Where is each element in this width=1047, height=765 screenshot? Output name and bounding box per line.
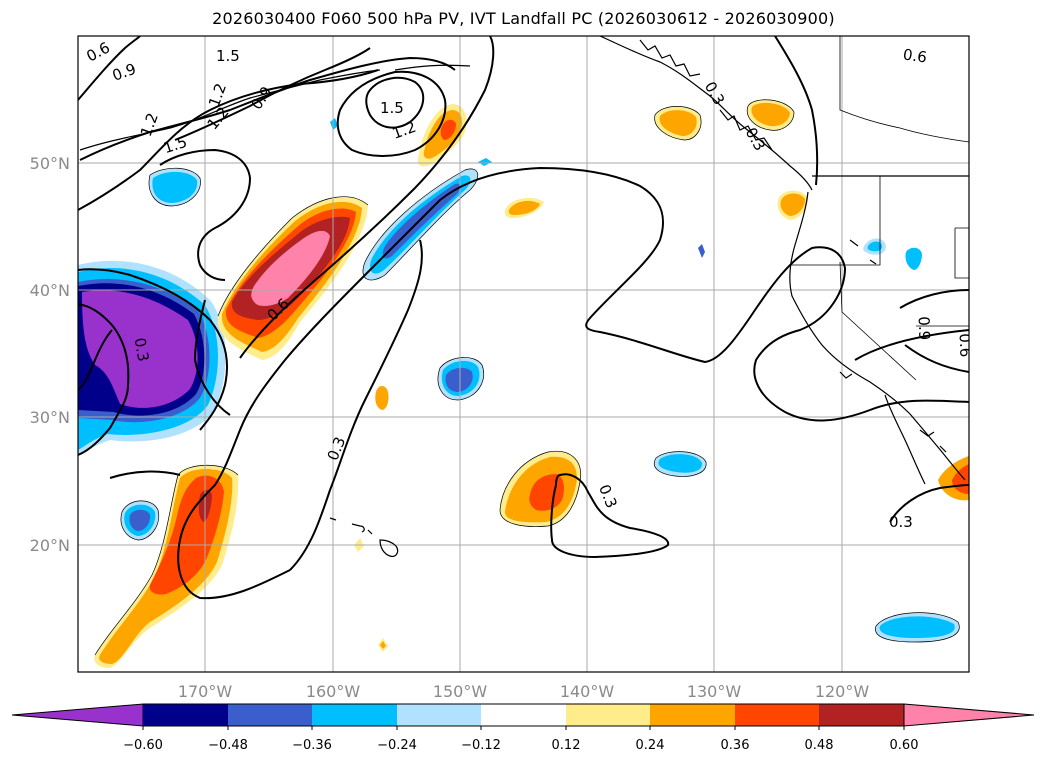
- pv-contours: [78, 36, 969, 600]
- colorbar-extend-low: [11, 703, 144, 727]
- colorbar-segment: [566, 704, 650, 726]
- lat-tick-label: 30°N: [30, 408, 70, 427]
- contour-label: 0.3: [131, 336, 153, 363]
- state-border-2: [954, 227, 969, 279]
- colorbar-segment: [228, 704, 312, 726]
- colorbar: −0.60 −0.48 −0.36 −0.24 −0.12 0.12 0.24 …: [11, 703, 1035, 753]
- colorbar-tick-label: −0.12: [461, 738, 501, 753]
- shading-outlines: [94, 99, 960, 656]
- lon-tick-label: 150°W: [433, 682, 488, 701]
- contour-1.5: [174, 47, 371, 141]
- colorbar-segment: [312, 704, 397, 726]
- colorbar-tick-label: 0.36: [721, 738, 750, 753]
- colorbar-segment: [735, 704, 819, 726]
- hawaii-islands: [329, 517, 399, 557]
- colorbar-frame: [143, 703, 904, 727]
- lat-tick-labels: 50°N 40°N 30°N 20°N: [30, 154, 70, 555]
- contour-0.6-west: [78, 268, 228, 431]
- contour-label: 1.5: [380, 99, 404, 117]
- contour-0.3-sw: [289, 239, 423, 571]
- lon-tick-label: 120°W: [815, 682, 870, 701]
- lat-tick-label: 20°N: [30, 536, 70, 555]
- contour-0.6-ne: [774, 36, 819, 186]
- contour-label: 0.6: [83, 38, 113, 65]
- contour-0.9-east: [854, 329, 969, 361]
- canada-border: [839, 36, 969, 143]
- coastlines: [79, 36, 969, 557]
- colorbar-segment: [819, 704, 904, 726]
- lon-tick-label: 130°W: [687, 682, 742, 701]
- lon-tick-labels: 170°W 160°W 150°W 140°W 130°W 120°W: [178, 682, 870, 701]
- baja-coast: [884, 394, 926, 485]
- contour-0.6-east: [899, 289, 969, 309]
- contour-0.6-east-2: [904, 344, 969, 373]
- lon-tick-label: 170°W: [178, 682, 233, 701]
- gridlines: [78, 36, 969, 672]
- contour-label: 0.3: [701, 78, 729, 108]
- contour-sw-right: [193, 299, 231, 416]
- contour-0.9-top: [78, 36, 141, 101]
- contour-0.3-east: [889, 484, 969, 523]
- colorbar-segment: [143, 704, 228, 726]
- colorbar-tick-label: −0.24: [377, 738, 417, 753]
- lon-tick-label: 140°W: [560, 682, 615, 701]
- colorbar-tick-label: −0.60: [123, 738, 163, 753]
- contour-label: 0.3: [324, 434, 350, 463]
- contour-1.2: [79, 56, 456, 161]
- pv-shading: [78, 99, 969, 668]
- map-title: 2026030400 F060 500 hPa PV, IVT Landfall…: [212, 9, 835, 28]
- contour-label: 0.9: [915, 316, 934, 340]
- lat-tick-label: 40°N: [30, 281, 70, 300]
- contour-label: 0.9: [110, 60, 139, 85]
- colorbar-tick-label: 0.24: [636, 738, 665, 753]
- contour-label: 0.6: [956, 333, 975, 357]
- state-border-3: [839, 261, 917, 381]
- contour-label: 1.5: [216, 47, 240, 65]
- colorbar-tick-label: 0.48: [805, 738, 834, 753]
- colorbar-tick-label: −0.36: [292, 738, 332, 753]
- contour-0.3-main: [177, 166, 969, 600]
- colorbar-tick-label: 0.12: [552, 738, 581, 753]
- colorbar-segment: [397, 704, 481, 726]
- us-west-coast: [789, 191, 966, 481]
- contour-0.3-closed: [550, 473, 670, 559]
- contour-0.9: [78, 69, 379, 211]
- plot-frame: [77, 35, 970, 673]
- colorbar-segment: [650, 704, 735, 726]
- contour-sw-loop: [109, 470, 181, 479]
- bc-coast: [599, 36, 813, 191]
- lat-tick-label: 50°N: [30, 154, 70, 173]
- contour-label: 1.2: [390, 118, 419, 143]
- contour-0.9-b: [78, 329, 113, 391]
- contour-0.3-west: [78, 303, 130, 456]
- colorbar-tick-label: −0.48: [208, 738, 248, 753]
- lon-tick-label: 160°W: [306, 682, 361, 701]
- contour-label: 0.9: [247, 83, 275, 113]
- colorbar-tick-label: 0.60: [890, 738, 919, 753]
- negative-anomaly-west-purple: [82, 290, 198, 408]
- contour-1.5-loop: [365, 76, 425, 129]
- contour-1.2-loop: [159, 148, 252, 281]
- contour-label: 0.6: [902, 45, 928, 66]
- contour-label: 1.2: [137, 110, 162, 139]
- contour-label: 0.3: [889, 513, 913, 531]
- contour-label: 0.3: [595, 482, 621, 511]
- contour-label: 1.2: [203, 103, 232, 133]
- plot-area: 0.6 0.9 1.2 1.5 1.5 1.2 0.9 1.2 1.5 1.2 …: [78, 36, 975, 672]
- contour-1.2-loop-b: [336, 70, 447, 157]
- state-border-1: [790, 176, 881, 266]
- contour-0.6-main: [239, 36, 495, 359]
- colorbar-segment: [481, 704, 566, 726]
- colorbar-extend-high: [903, 703, 1035, 727]
